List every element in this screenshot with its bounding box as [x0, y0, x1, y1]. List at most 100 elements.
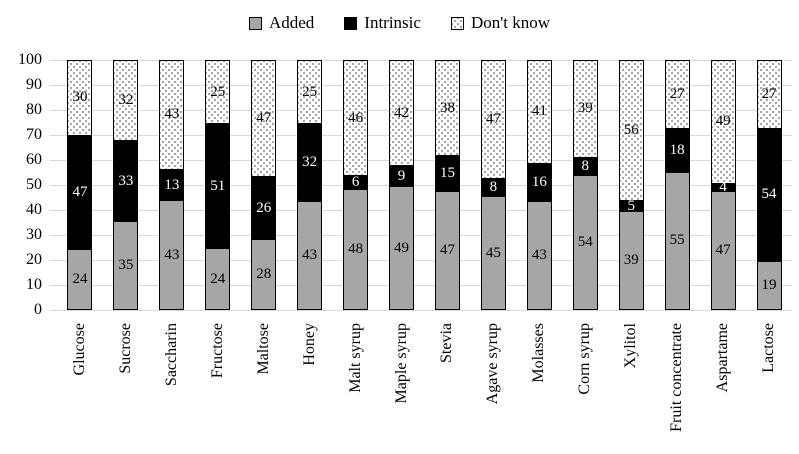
segment-intrinsic: 26	[252, 176, 276, 241]
segment-value-label: 35	[118, 257, 134, 274]
x-label-cell: Glucose	[57, 311, 103, 453]
gray-square-swatch	[248, 16, 262, 30]
segment-value-label: 25	[302, 83, 318, 100]
x-label-cell: Corn syrup	[562, 311, 608, 453]
x-label-cell: Xylitol	[608, 311, 654, 453]
gridline-y-90	[50, 85, 792, 86]
segment-don-t-know: 42	[390, 61, 414, 166]
segment-value-label: 47	[439, 242, 455, 259]
y-tick-label: 40	[26, 201, 42, 218]
gridline-y-0	[50, 310, 792, 311]
segment-value-label: 39	[623, 252, 639, 269]
legend-item-added: Added	[248, 13, 315, 33]
segment-value-label: 4	[719, 178, 727, 195]
x-label-cell: Aspartame	[700, 311, 746, 453]
y-tick-label: 60	[26, 151, 42, 168]
segment-added: 55	[665, 172, 689, 309]
gridline-y-50	[50, 185, 792, 186]
segment-value-label: 43	[164, 106, 180, 123]
segment-added: 54	[573, 176, 597, 309]
segment-value-label: 41	[531, 103, 547, 120]
segment-added: 47	[711, 192, 735, 309]
x-category-label-malt-syrup: Malt syrup	[346, 323, 364, 393]
segment-added: 48	[344, 189, 368, 309]
segment-value-label: 24	[72, 271, 88, 288]
segment-added: 43	[160, 201, 184, 309]
x-label-cell: Molasses	[516, 311, 562, 453]
segment-value-label: 5	[627, 197, 635, 214]
y-tick-label: 70	[26, 126, 42, 143]
gridline-y-10	[50, 285, 792, 286]
segment-don-t-know: 27	[757, 61, 781, 128]
segment-intrinsic: 8	[573, 156, 597, 177]
segment-added: 24	[68, 250, 92, 309]
bar-agave-syrup: 47 8 45	[480, 60, 506, 310]
segment-value-label: 8	[581, 158, 590, 175]
x-category-label-corn-syrup: Corn syrup	[576, 323, 594, 395]
bar-aspartame: 49 4 47	[710, 60, 736, 310]
segment-added: 43	[527, 202, 551, 310]
segment-don-t-know: 43	[160, 61, 184, 169]
x-label-cell: Maltose	[241, 311, 287, 453]
chart-legend: Added Intrinsic Don't know	[0, 0, 799, 34]
y-tick-label: 80	[26, 101, 42, 118]
legend-label: Intrinsic	[364, 13, 421, 32]
segment-value-label: 8	[489, 178, 498, 195]
segment-value-label: 47	[256, 110, 272, 127]
gridline-y-60	[50, 160, 792, 161]
segment-don-t-know: 49	[711, 61, 735, 183]
segment-added: 39	[619, 212, 643, 309]
x-category-label-lactose: Lactose	[760, 323, 778, 373]
y-tick-label: 10	[26, 276, 42, 293]
segment-intrinsic: 54	[757, 127, 781, 262]
x-category-label-agave-syrup: Agave syrup	[484, 323, 502, 405]
segment-added: 35	[114, 222, 138, 309]
segment-added: 24	[206, 249, 230, 309]
segment-value-label: 27	[761, 85, 777, 102]
segment-value-label: 47	[715, 242, 731, 259]
bar-maltose: 47 26 28	[251, 60, 277, 310]
segment-intrinsic: 18	[665, 127, 689, 173]
legend-item-don-t-know: Don't know	[450, 13, 551, 33]
x-category-label-glucose: Glucose	[70, 323, 88, 376]
segment-value-label: 51	[210, 177, 226, 194]
segment-value-label: 24	[210, 270, 226, 287]
segment-value-label: 43	[302, 247, 318, 264]
segment-value-label: 33	[118, 172, 134, 189]
segment-value-label: 13	[164, 176, 180, 193]
bar-maple-syrup: 42 9 49	[389, 60, 415, 310]
x-category-label-fruit-concentrate: Fruit concentrate	[668, 323, 686, 432]
segment-intrinsic: 33	[114, 140, 138, 223]
gridline-y-30	[50, 235, 792, 236]
legend-label: Added	[268, 13, 315, 32]
segment-value-label: 32	[118, 92, 134, 109]
segment-value-label: 48	[348, 240, 364, 257]
segment-intrinsic: 15	[435, 155, 459, 193]
segment-don-t-know: 38	[435, 61, 459, 156]
segment-value-label: 49	[715, 113, 731, 130]
gridline-y-80	[50, 110, 792, 111]
segment-intrinsic: 16	[527, 162, 551, 203]
bar-sucrose: 32 33 35	[113, 60, 139, 310]
y-tick-label: 50	[26, 176, 42, 193]
segment-added: 49	[390, 187, 414, 309]
segment-value-label: 43	[164, 246, 180, 263]
gridline-y-100	[50, 60, 792, 61]
segment-intrinsic: 8	[481, 177, 505, 198]
segment-intrinsic: 51	[206, 123, 230, 250]
bars-layer: 30 47 24 32 33 35 43 13 43 25 51 24 47 26 28 25 32 43 46 6 4…	[57, 60, 792, 310]
gridline-y-20	[50, 260, 792, 261]
legend-label: Don't know	[470, 13, 551, 32]
segment-don-t-know: 39	[573, 61, 597, 157]
segment-intrinsic: 47	[68, 134, 92, 251]
segment-value-label: 54	[577, 234, 593, 251]
segment-value-label: 18	[669, 141, 685, 158]
segment-value-label: 15	[439, 165, 455, 182]
bar-corn-syrup: 39 8 54	[572, 60, 598, 310]
x-label-cell: Agave syrup	[470, 311, 516, 453]
segment-intrinsic: 6	[344, 175, 368, 190]
segment-intrinsic: 9	[390, 165, 414, 188]
segment-value-label: 9	[397, 167, 406, 184]
segment-added: 19	[757, 261, 781, 309]
segment-don-t-know: 25	[298, 61, 322, 123]
